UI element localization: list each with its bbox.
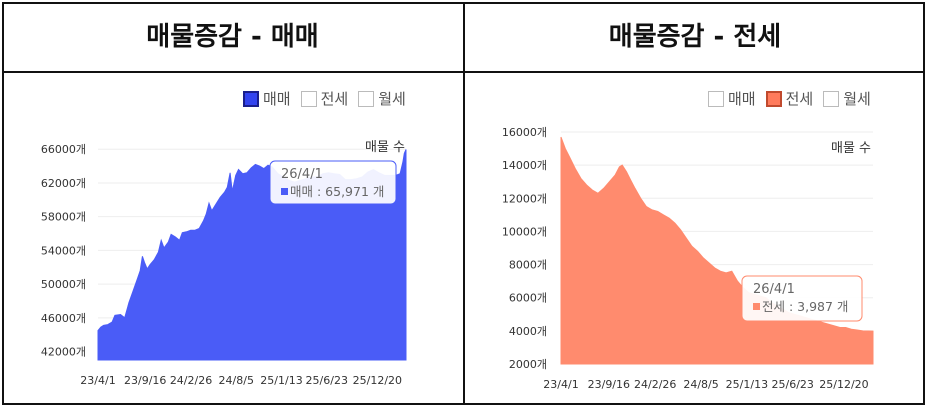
- tooltip-series-marker: [753, 303, 760, 310]
- legend-sale: 매매 전세 월세: [233, 88, 406, 109]
- tooltip-date: 26/4/1: [281, 167, 323, 182]
- y-tick-label: 16000개: [502, 126, 547, 139]
- y-tick-label: 54000개: [41, 244, 86, 257]
- legend-checkbox[interactable]: [708, 90, 724, 107]
- x-tick-label: 24/2/26: [170, 374, 212, 387]
- x-tick-label: 24/8/5: [219, 374, 254, 387]
- y-tick-label: 14000개: [502, 159, 547, 172]
- tooltip-value: 매매 : 65,971 개: [290, 184, 384, 199]
- y-tick-label: 12000개: [502, 192, 547, 205]
- legend-item-sale[interactable]: 매매: [243, 88, 291, 109]
- header-divider: [2, 71, 925, 73]
- x-tick-label: 23/9/16: [124, 374, 166, 387]
- x-tick-label: 24/2/26: [634, 378, 676, 391]
- tooltip-box: [269, 160, 397, 205]
- legend-item-monthly[interactable]: 월세: [358, 88, 406, 109]
- y-tick-label: 2000개: [509, 358, 547, 371]
- legend-label: 매매: [728, 90, 756, 108]
- tooltip: 26/4/1 전세 : 3,987 개: [741, 275, 863, 322]
- x-tick-label: 25/1/13: [726, 378, 768, 391]
- tooltip-box: [741, 275, 863, 322]
- x-tick-label: 24/8/5: [683, 378, 718, 391]
- y-tick-label: 42000개: [41, 346, 86, 359]
- x-tick-label: 23/4/1: [80, 374, 115, 387]
- tooltip: 26/4/1 매매 : 65,971 개: [269, 160, 397, 205]
- x-tick-label: 25/12/20: [353, 374, 402, 387]
- x-tick-label: 23/4/1: [543, 378, 578, 391]
- legend-checkbox[interactable]: [358, 90, 375, 107]
- chart-sale: 42000개 46000개 50000개 54000개 58000개 62000개 6600…: [41, 140, 407, 387]
- series-area-jeonse: [560, 136, 874, 365]
- legend-item-sale[interactable]: 매매: [708, 88, 756, 109]
- tooltip-value: 전세 : 3,987 개: [762, 299, 848, 314]
- x-tick-label: 25/6/23: [306, 374, 348, 387]
- panel-title-jeonse: 매물증감 - 전세: [608, 22, 782, 52]
- legend-item-jeonse[interactable]: 전세: [765, 88, 814, 109]
- legend-label: 전세: [320, 90, 349, 108]
- legend-checkbox[interactable]: [300, 90, 317, 107]
- y-tick-label: 8000개: [509, 259, 547, 272]
- y-tick-label: 4000개: [509, 325, 547, 338]
- y-tick-label: 66000개: [41, 143, 86, 156]
- y-tick-label: 6000개: [509, 292, 547, 305]
- y-tick-label: 62000개: [41, 177, 86, 190]
- chart-subtitle: 매물 수: [831, 141, 871, 156]
- legend-label: 월세: [378, 90, 406, 108]
- y-tick-label: 10000개: [502, 225, 547, 238]
- tooltip-series-marker: [281, 188, 288, 195]
- tooltip-date: 26/4/1: [753, 282, 795, 297]
- y-tick-label: 46000개: [41, 312, 86, 325]
- legend-jeonse: 매매 전세 월세: [698, 88, 871, 109]
- panel-divider: [463, 2, 465, 405]
- panel-title-sale: 매물증감 - 매매: [146, 22, 319, 52]
- legend-checkbox-checked[interactable]: [765, 90, 782, 107]
- x-tick-label: 25/1/13: [260, 374, 302, 387]
- legend-checkbox[interactable]: [823, 90, 840, 107]
- chart-subtitle: 매물 수: [365, 140, 405, 155]
- y-tick-label: 50000개: [41, 278, 86, 291]
- legend-label: 월세: [843, 90, 871, 108]
- y-tick-label: 58000개: [41, 211, 86, 224]
- legend-item-jeonse[interactable]: 전세: [300, 88, 349, 109]
- x-tick-label: 23/9/16: [588, 378, 630, 391]
- legend-checkbox-checked[interactable]: [243, 90, 259, 107]
- legend-label: 매매: [263, 90, 291, 108]
- x-tick-label: 25/6/23: [772, 378, 814, 391]
- legend-item-monthly[interactable]: 월세: [823, 88, 871, 109]
- x-tick-label: 25/12/20: [819, 378, 868, 391]
- legend-label: 전세: [785, 90, 814, 108]
